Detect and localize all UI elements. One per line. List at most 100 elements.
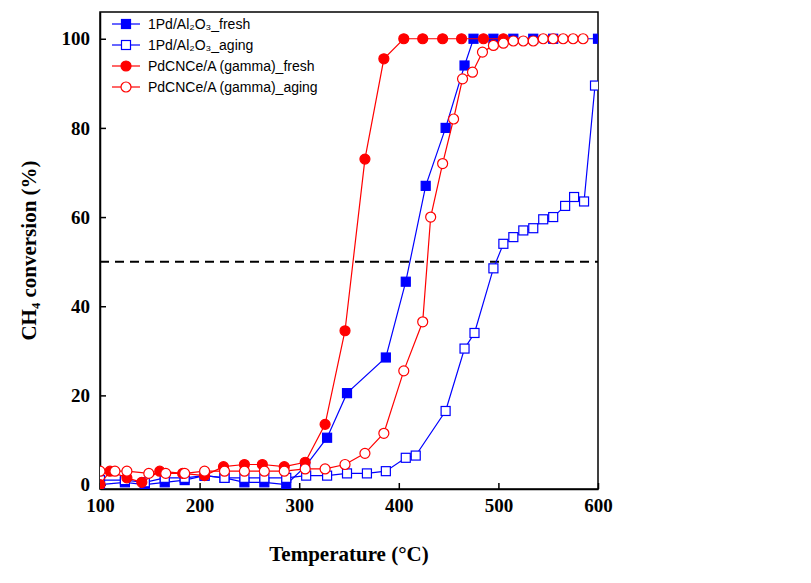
data-point <box>320 419 330 429</box>
tick-label: 40 <box>71 296 90 317</box>
data-point <box>570 193 579 202</box>
legend-marker <box>122 41 131 50</box>
data-point <box>381 467 390 476</box>
data-point <box>580 197 589 206</box>
data-point <box>549 34 558 43</box>
data-point <box>300 464 310 474</box>
legend-label: PdCNCe/A (gamma)_aging <box>148 79 318 95</box>
data-point <box>411 451 420 460</box>
series-line <box>100 86 595 483</box>
tick-mark <box>100 306 106 308</box>
data-point <box>426 212 436 222</box>
tick: 80 <box>71 117 106 138</box>
series-line <box>100 39 583 474</box>
data-point <box>489 264 498 273</box>
y-axis: 0 20 40 60 80 100 <box>62 13 107 496</box>
legend-item: PdCNCe/A (gamma)_fresh <box>112 58 315 74</box>
tick-label: 300 <box>285 495 314 516</box>
data-point <box>509 233 518 242</box>
data-point <box>538 34 548 44</box>
data-point <box>144 468 154 478</box>
data-point <box>381 353 390 362</box>
data-point <box>568 34 578 44</box>
tick-mark <box>199 483 201 489</box>
tick-mark <box>100 217 106 219</box>
data-point <box>591 81 598 90</box>
tick: 100 <box>62 28 107 49</box>
data-point <box>438 34 448 44</box>
legend-item: PdCNCe/A (gamma)_aging <box>112 79 318 95</box>
tick-label: 20 <box>71 385 90 406</box>
data-point <box>418 317 428 327</box>
plot: 1002003004005006000204060801001Pd/Al₂O₃_… <box>62 12 613 516</box>
data-point <box>508 36 518 46</box>
data-point <box>360 154 370 164</box>
legend-label: 1Pd/Al₂O₃_aging <box>148 37 253 53</box>
plot-frame <box>100 12 598 489</box>
data-point <box>100 480 105 489</box>
series-line <box>100 39 503 485</box>
tick-mark <box>399 483 401 489</box>
data-point <box>100 466 105 476</box>
tick-label: 200 <box>186 495 215 516</box>
tick: 20 <box>71 385 106 406</box>
data-point <box>458 74 468 84</box>
tick-mark <box>498 483 500 489</box>
tick-label: 400 <box>385 495 414 516</box>
data-point <box>441 123 450 132</box>
data-point <box>379 54 389 64</box>
tick-label: 500 <box>485 495 514 516</box>
data-point <box>360 448 370 458</box>
data-point <box>379 428 389 438</box>
axis-line <box>100 13 102 490</box>
data-point <box>180 468 190 478</box>
data-point <box>578 34 588 44</box>
x-axis: 100 200 300 400 500 600 <box>86 483 613 516</box>
tick-mark <box>299 483 301 489</box>
reference-line <box>100 261 598 263</box>
data-point <box>323 433 332 442</box>
data-point <box>478 34 488 44</box>
data-point <box>110 466 120 476</box>
data-point <box>558 34 568 44</box>
data-area <box>100 34 598 489</box>
data-point <box>239 466 249 476</box>
tick-label: 0 <box>81 474 91 495</box>
data-point <box>549 213 558 222</box>
data-point <box>343 389 352 398</box>
tick: 40 <box>71 296 106 317</box>
tick-label: 80 <box>71 117 90 138</box>
data-point <box>457 34 467 44</box>
data-point <box>200 466 210 476</box>
data-point <box>399 366 409 376</box>
tick-mark <box>100 128 106 130</box>
axis-line <box>101 489 599 491</box>
tick: 0 <box>81 474 107 495</box>
series-line <box>100 39 598 485</box>
tick-mark <box>100 38 106 40</box>
tick: 60 <box>71 207 106 228</box>
data-point <box>519 226 528 235</box>
legend: 1Pd/Al₂O₃_fresh1Pd/Al₂O₃_agingPdCNCe/A (… <box>112 16 318 95</box>
data-point <box>137 477 147 487</box>
legend-marker <box>122 20 131 29</box>
legend-item: 1Pd/Al₂O₃_aging <box>112 37 253 53</box>
data-point <box>528 36 538 46</box>
tick-label: 60 <box>71 207 90 228</box>
tick: 600 <box>584 483 613 516</box>
x-axis-title: Temperature (°C) <box>269 542 428 566</box>
data-point <box>477 47 487 57</box>
data-point <box>529 224 538 233</box>
data-point <box>441 406 450 415</box>
data-point <box>401 277 410 286</box>
tick: 500 <box>485 483 514 516</box>
tick-mark <box>598 483 600 489</box>
tick: 200 <box>186 483 215 516</box>
data-point <box>220 466 230 476</box>
data-point <box>343 469 352 478</box>
data-point <box>470 328 479 337</box>
data-point <box>438 159 448 169</box>
tick-label: 100 <box>86 495 115 516</box>
legend-marker <box>121 82 131 92</box>
data-point <box>421 181 430 190</box>
